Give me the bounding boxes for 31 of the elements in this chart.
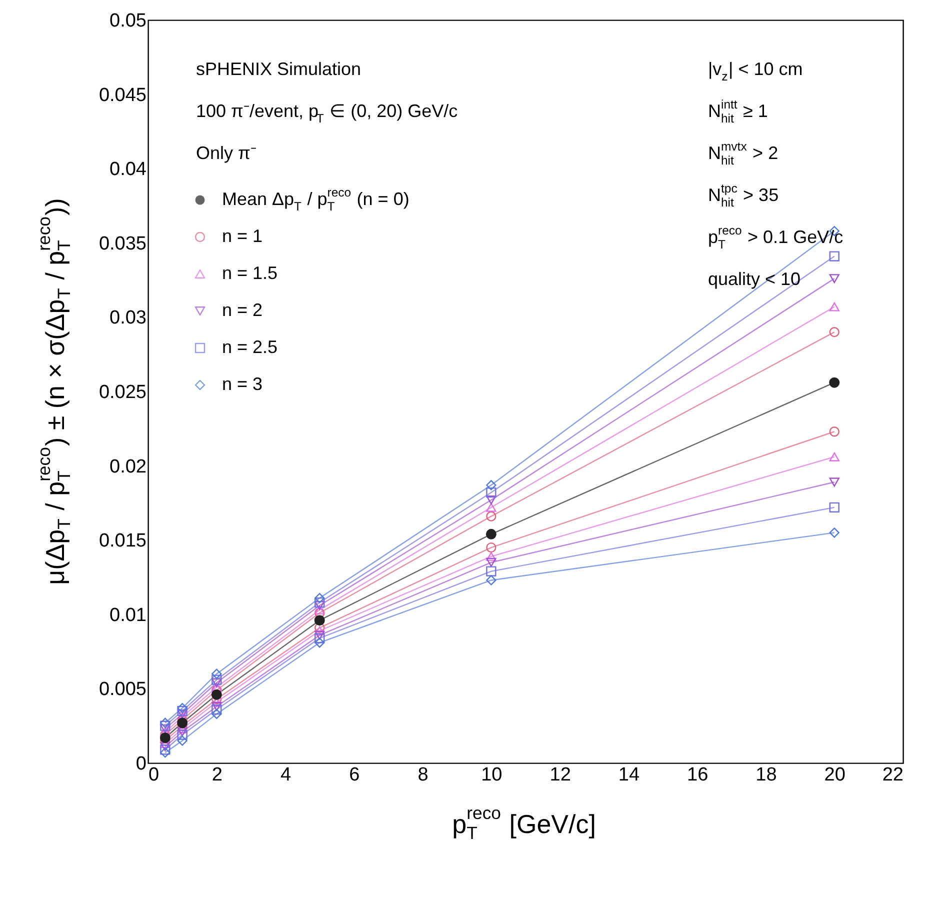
y-tick-label: 0.01 — [110, 604, 146, 626]
y-tick-label: 0.045 — [98, 84, 146, 106]
x-tick-label: 10 — [481, 764, 502, 786]
x-tick-label: 8 — [418, 764, 428, 786]
y-tick-label: 0.02 — [110, 456, 146, 478]
x-tick-label: 20 — [824, 764, 846, 786]
x-tick-label: 4 — [280, 764, 292, 786]
x-tick-label: 0 — [148, 764, 160, 786]
y-tick-label: 0.005 — [98, 679, 146, 700]
annotation: sPHENIX Simulation — [196, 59, 362, 79]
legend-label: n = 2 — [222, 300, 263, 320]
y-tick-label: 0.04 — [110, 159, 147, 180]
y-tick-label: 0.015 — [98, 530, 146, 552]
annotation: Only π⁻ — [196, 143, 256, 163]
y-tick-label: 0.03 — [110, 308, 146, 329]
x-tick-label: 18 — [756, 764, 777, 786]
y-tick-label: 0.035 — [98, 233, 146, 254]
y-tick-label: 0.05 — [110, 10, 146, 32]
x-tick-label: 12 — [550, 764, 571, 786]
legend-label: n = 1 — [222, 226, 263, 246]
annotation: quality < 10 — [708, 269, 801, 289]
legend-label: n = 2.5 — [222, 337, 278, 357]
y-tick-label: 0.025 — [98, 382, 146, 403]
x-tick-label: 22 — [882, 764, 904, 786]
x-tick-label: 6 — [349, 764, 360, 786]
x-tick-label: 14 — [618, 764, 640, 786]
text: μ(ΔpT / precoT) ± (n × σ(ΔpT / precoT)) — [34, 198, 74, 585]
x-tick-label: 16 — [687, 764, 708, 786]
x-tick-label: 2 — [212, 764, 222, 786]
legend-label: n = 3 — [222, 374, 263, 394]
legend-label: n = 1.5 — [222, 263, 278, 283]
